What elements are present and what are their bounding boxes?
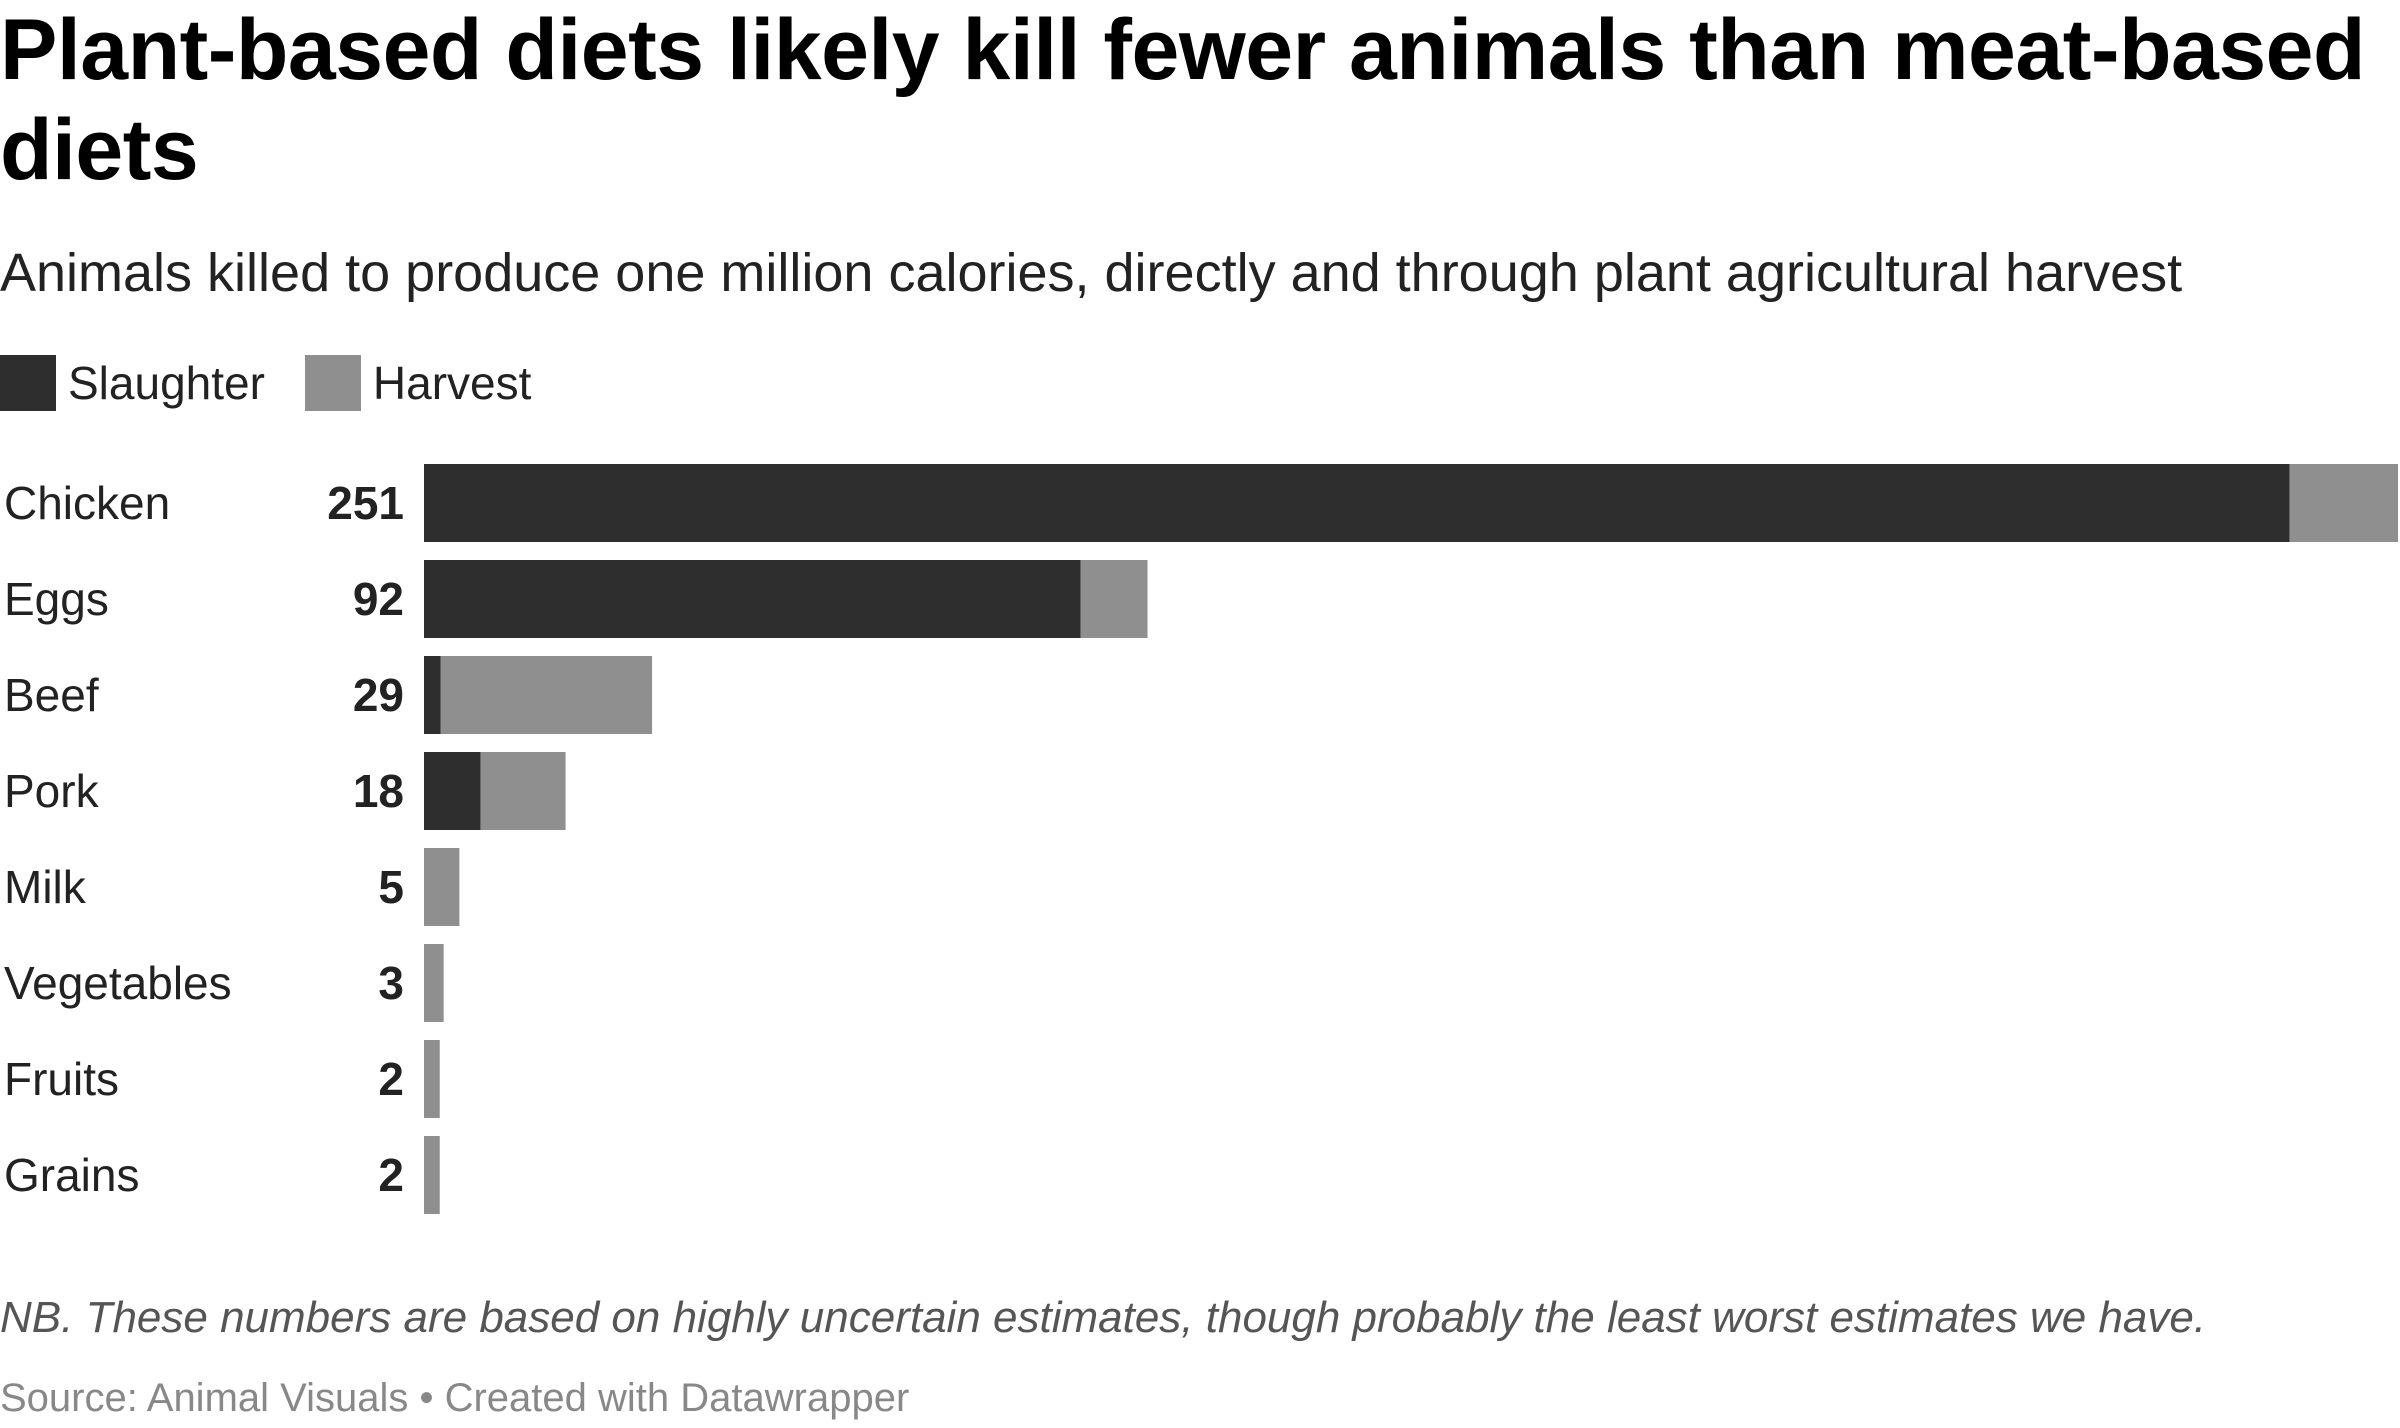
bar-row-eggs: Eggs 92 bbox=[4, 560, 1148, 638]
category-label: Chicken bbox=[4, 477, 170, 529]
value-label: 2 bbox=[378, 1149, 404, 1201]
value-label: 18 bbox=[353, 765, 404, 817]
bar-segment-harvest bbox=[424, 944, 444, 1022]
bar-segment-slaughter bbox=[424, 656, 441, 734]
value-label: 92 bbox=[353, 573, 404, 625]
category-label: Eggs bbox=[4, 573, 109, 625]
bar-segment-harvest bbox=[480, 752, 566, 830]
legend-swatch-slaughter bbox=[0, 355, 56, 411]
bar-segment-harvest bbox=[424, 1040, 440, 1118]
bar-chart: Chicken 251 Eggs 92 Beef 29 Pork 18 Milk 5 Vegetab… bbox=[4, 464, 2398, 1214]
bar-segment-slaughter bbox=[424, 560, 1081, 638]
bar-segment-harvest bbox=[1080, 560, 1148, 638]
bar-row-grains: Grains 2 bbox=[4, 1136, 440, 1214]
bar-segment-harvest bbox=[440, 656, 653, 734]
chart-legend: Slaughter Harvest bbox=[0, 354, 571, 412]
bar-segment-slaughter bbox=[424, 752, 481, 830]
legend-swatch-harvest bbox=[304, 355, 361, 411]
chart-title: Plant-based diets likely kill fewer anim… bbox=[0, 2, 2366, 198]
bar-row-pork: Pork 18 bbox=[4, 752, 566, 830]
category-label: Beef bbox=[4, 669, 99, 721]
legend-item-harvest: Harvest bbox=[304, 355, 532, 411]
bar-row-fruits: Fruits 2 bbox=[4, 1040, 440, 1118]
chart-subtitle: Animals killed to produce one million ca… bbox=[0, 243, 2183, 303]
category-label: Grains bbox=[4, 1149, 139, 1201]
bar-segment-harvest bbox=[2289, 464, 2398, 542]
legend-label-harvest: Harvest bbox=[372, 357, 532, 409]
bar-row-chicken: Chicken 251 bbox=[4, 464, 2398, 542]
category-label: Pork bbox=[4, 765, 100, 817]
value-label: 29 bbox=[353, 669, 404, 721]
value-label: 2 bbox=[378, 1053, 404, 1105]
bar-row-vegetables: Vegetables 3 bbox=[4, 944, 444, 1022]
category-label: Fruits bbox=[4, 1053, 119, 1105]
value-label: 251 bbox=[327, 477, 404, 529]
chart-note: NB. These numbers are based on highly un… bbox=[0, 1293, 2207, 1342]
chart-source: Source: Animal Visuals • Created with Da… bbox=[0, 1376, 910, 1420]
bar-row-milk: Milk 5 bbox=[4, 848, 460, 926]
bar-segment-harvest bbox=[424, 848, 460, 926]
value-label: 5 bbox=[378, 861, 404, 913]
bar-row-beef: Beef 29 bbox=[4, 656, 653, 734]
bar-segment-harvest bbox=[424, 1136, 440, 1214]
legend-item-slaughter: Slaughter bbox=[0, 355, 265, 411]
bar-segment-slaughter bbox=[424, 464, 2290, 542]
legend-label-slaughter: Slaughter bbox=[68, 357, 265, 409]
category-label: Milk bbox=[4, 861, 87, 913]
category-label: Vegetables bbox=[4, 957, 232, 1009]
value-label: 3 bbox=[378, 957, 404, 1009]
